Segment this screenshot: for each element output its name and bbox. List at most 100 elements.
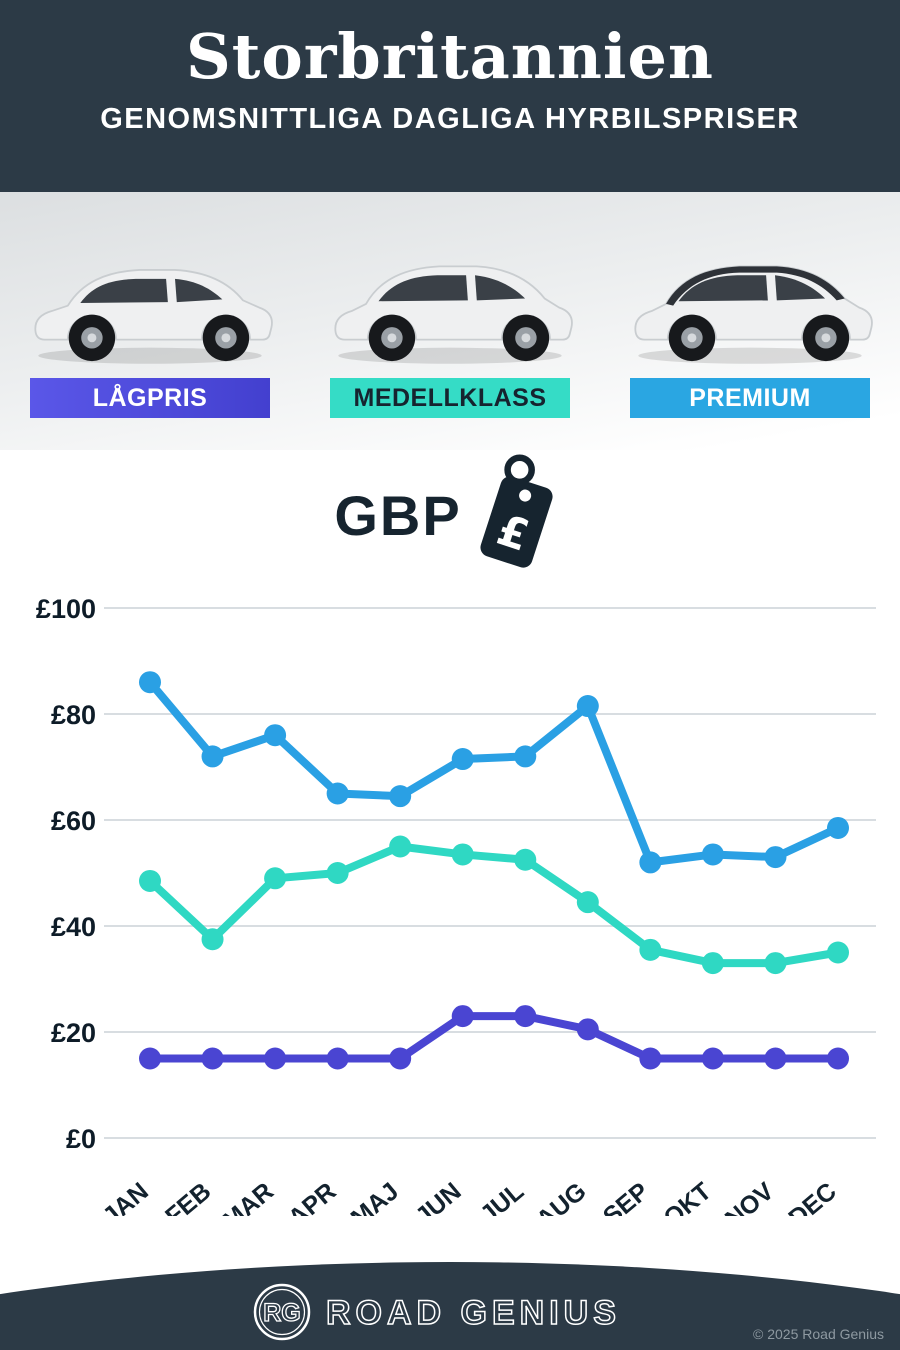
data-point [639, 851, 662, 874]
data-point [326, 1047, 349, 1070]
x-axis-tick-label: OKT [658, 1177, 716, 1216]
x-axis-tick-label: MAR [217, 1177, 279, 1216]
data-point [514, 745, 537, 768]
car-window [475, 275, 526, 301]
page-subtitle: GENOMSNITTLIGA DAGLIGA HYRBILSPRISER [100, 103, 800, 136]
economy-class-badge: LÅGPRIS [30, 378, 270, 418]
wheel-cap [387, 333, 397, 343]
footer-background [0, 1262, 900, 1350]
price-chart-svg: £0 £20 £40 £60 £80 £100 JAN FEB MAR APR MAJ JUN JUL A… [36, 594, 876, 1235]
price-tag-icon: £ [480, 454, 553, 568]
data-point [827, 1047, 849, 1070]
tag-hole [518, 489, 531, 502]
x-axis-tick-label: AUG [531, 1177, 592, 1216]
series-line-premium [146, 678, 842, 867]
data-point [326, 782, 349, 805]
data-point [201, 745, 224, 768]
data-point [389, 785, 412, 808]
y-axis-tick-label: £40 [51, 912, 96, 942]
data-point [264, 724, 287, 747]
data-point [576, 695, 599, 718]
data-point [514, 1005, 537, 1028]
tag-body [480, 476, 553, 568]
data-point [639, 1047, 662, 1070]
page-title: Storbritannien [185, 20, 715, 93]
wheel-cap [221, 333, 231, 343]
data-point [264, 1047, 287, 1070]
car-window [378, 275, 468, 302]
data-point [389, 835, 412, 858]
data-point [139, 671, 161, 694]
data-point [389, 1047, 412, 1070]
logo-inner-ring [258, 1288, 306, 1336]
x-axis-tick-label: DEC [783, 1177, 841, 1216]
y-axis-tick-label: £0 [66, 1124, 96, 1154]
car-window [175, 278, 223, 303]
data-point [451, 843, 474, 866]
series-line-lågpris [146, 1012, 842, 1063]
x-axis-tick-label: NOV [720, 1177, 780, 1216]
series-line-medellklass [146, 842, 842, 968]
premium-class-badge: PREMIUM [630, 378, 870, 418]
car-window [678, 275, 768, 302]
economy-car-image [34, 269, 273, 364]
car-class-section: LÅGPRIS MEDELLKLASS [0, 192, 900, 450]
data-point [764, 1047, 787, 1070]
data-point [827, 816, 849, 839]
premium-car-image [634, 265, 873, 364]
x-axis-tick-label: JUN [410, 1177, 466, 1216]
wheel-cap [521, 333, 531, 343]
y-axis-tick-label: £100 [36, 594, 96, 624]
x-axis-tick-label: JUL [475, 1177, 529, 1216]
midsize-class-badge: MEDELLKLASS [330, 378, 570, 418]
tag-body-group: £ [480, 476, 553, 568]
chart-section: £0 £20 £40 £60 £80 £100 JAN FEB MAR APR MAJ JUN JUL A… [0, 576, 900, 1235]
data-point [764, 952, 787, 975]
data-point [764, 846, 787, 869]
data-point [139, 1047, 161, 1070]
data-point [701, 952, 724, 975]
currency-section: GBP £ [0, 450, 900, 582]
car-dark-roof [666, 266, 845, 306]
x-axis-tick-label: FEB [160, 1177, 216, 1216]
car-class-midsize: MEDELLKLASS [304, 236, 596, 450]
wheel-cap [87, 333, 97, 343]
data-point [576, 891, 599, 914]
y-axis-tick-label: £60 [51, 806, 96, 836]
x-axis-tick-label: SEP [598, 1177, 654, 1216]
logo-outer-ring [253, 1283, 311, 1341]
data-point [827, 941, 849, 964]
logo-initials: RG [263, 1299, 301, 1327]
y-axis-tick-label: £20 [51, 1018, 96, 1048]
y-axis-tick-label: £80 [51, 700, 96, 730]
brand-name: ROAD GENIUS [326, 1294, 621, 1332]
data-point [701, 843, 724, 866]
data-point [326, 862, 349, 884]
data-point [514, 848, 537, 871]
copyright: © 2025 Road Genius [753, 1326, 884, 1342]
car-window [80, 278, 168, 303]
data-point [451, 1005, 474, 1028]
data-point [451, 748, 474, 771]
car-class-premium: PREMIUM [604, 236, 896, 450]
x-axis-tick-label: JAN [98, 1177, 154, 1216]
data-point [701, 1047, 724, 1070]
midsize-car-image [334, 265, 573, 364]
data-point [201, 928, 224, 951]
brand-logo: RG ROAD GENIUS [253, 1283, 621, 1341]
wheel-cap [821, 333, 831, 343]
data-point [639, 938, 662, 961]
data-point [264, 867, 287, 890]
data-point [576, 1018, 599, 1041]
x-axis-tick-label: MAJ [346, 1177, 404, 1216]
x-axis-tick-label: APR [283, 1177, 341, 1216]
car-window [775, 275, 826, 301]
wheel-cap [687, 333, 697, 343]
currency-code: GBP [334, 484, 462, 547]
car-class-economy: LÅGPRIS [4, 236, 296, 450]
data-point [201, 1047, 224, 1070]
footer: RG ROAD GENIUS [0, 1280, 900, 1344]
data-point [139, 869, 161, 892]
header: Storbritannien GENOMSNITTLIGA DAGLIGA HY… [0, 0, 900, 192]
